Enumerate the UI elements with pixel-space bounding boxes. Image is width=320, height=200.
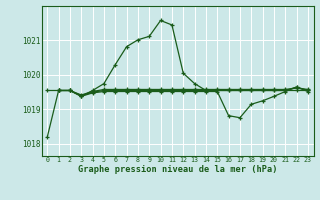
X-axis label: Graphe pression niveau de la mer (hPa): Graphe pression niveau de la mer (hPa) (78, 165, 277, 174)
